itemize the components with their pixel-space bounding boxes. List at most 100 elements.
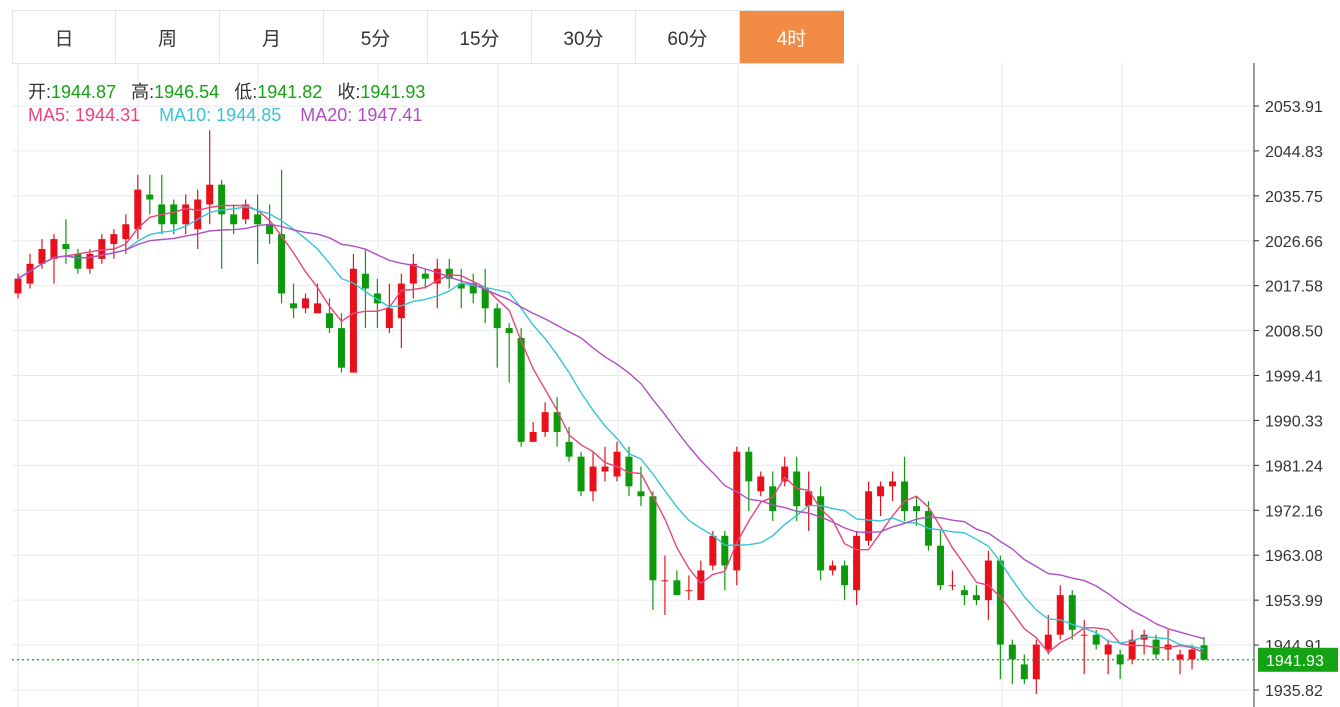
candle-body [841,565,849,586]
y-tick-label: 2017.58 [1265,279,1323,296]
y-tick-label: 2026.66 [1265,234,1323,251]
ma20-legend: MA20: 1947.41 [300,105,423,125]
candle-body [397,283,405,319]
candle-body [26,263,34,284]
high-label: 高: [131,82,155,102]
tab-6[interactable]: 60分 [636,11,740,63]
candle-body [913,506,920,512]
candle-body [541,412,549,432]
candle-body [302,298,310,309]
candle-body [517,337,525,442]
tab-1[interactable]: 周 [116,11,220,63]
candle-body [349,268,357,373]
candle-body [505,328,513,334]
tab-4[interactable]: 15分 [428,11,532,63]
candle-body [38,248,46,264]
candle-body [1056,595,1064,635]
ohlc-readout: 开:1944.87 高:1946.54 低:1941.82 收:1941.93 [28,78,425,104]
candle-body [936,545,944,586]
candle-body [1044,634,1052,650]
tab-5[interactable]: 30分 [532,11,636,63]
candle-body [421,273,429,279]
candle-body [805,491,813,507]
candle-body [984,560,992,601]
tab-0[interactable]: 日 [12,11,116,63]
candle-body [1008,644,1016,660]
candle-body [901,481,909,512]
candle-body [829,565,837,571]
candle-body [1092,634,1100,645]
candle-body [996,560,1004,645]
candle-body [565,441,573,457]
ma5-line [17,204,1205,654]
candle-body [1068,595,1076,630]
y-tick-label: 1999.41 [1265,369,1323,386]
candle-body [433,268,441,284]
candle-body [589,466,597,492]
candle-body [757,476,765,492]
candle-body [493,308,501,329]
ma5-legend: MA5: 1944.31 [28,105,141,125]
y-tick-label: 1981.24 [1265,458,1323,475]
candle-body [194,199,202,230]
y-tick-label: 2053.91 [1265,99,1323,116]
candle-body [529,431,537,442]
candle-body [110,234,118,245]
candle-body [457,283,465,289]
candle-body [14,278,22,294]
candle-body [745,451,753,482]
candle-body [325,313,333,329]
candle-body [170,204,178,225]
candle-body [1020,664,1028,680]
candle-body [709,535,717,566]
candle-body [1176,654,1184,660]
y-tick-label: 1935.82 [1265,683,1323,700]
candle-body [972,595,980,601]
y-tick-label: 2035.75 [1265,189,1323,206]
candle-body [98,239,106,259]
tab-7[interactable]: 4时 [740,11,844,63]
candle-body [242,204,250,220]
candle-body [948,585,956,587]
candle-body [865,491,873,541]
tab-3[interactable]: 5分 [324,11,428,63]
candle-body [661,580,669,582]
y-tick-label: 1953.99 [1265,593,1323,610]
last-price-label: 1941.93 [1266,653,1324,670]
candle-body [385,308,393,329]
candle-body [733,451,741,571]
candle-body [853,535,861,591]
timeframe-tabs: 日周月 5分 15分 30分 60分 4时 [12,10,844,64]
candle-body [1128,639,1136,660]
candle-body [601,466,609,472]
candle-body [1032,644,1040,680]
candle-body [290,303,298,309]
candle-body [637,491,645,497]
tab-2[interactable]: 月 [220,11,324,63]
y-tick-label: 2044.83 [1265,144,1323,161]
candlestick-chart: 2053.91 2044.83 2035.75 2026.66 2017.58 2008.… [12,63,1340,707]
candle-body [781,466,789,482]
candle-body [230,214,238,225]
last-price-tag [1258,647,1338,672]
candle-body [254,214,262,225]
y-tick-label: 1963.08 [1265,548,1323,565]
candle-body [625,456,633,487]
candle-body [889,481,897,487]
candle-body [314,303,321,314]
candle-body [361,273,369,289]
candle-body [469,283,477,294]
candle-body [553,412,561,432]
candle-body [206,184,214,205]
candle-body [218,184,226,215]
low-value: 1941.82 [257,82,323,102]
candle-body [122,224,130,240]
candle-body [960,590,968,596]
candle-body [86,253,94,269]
y-tick-label: 1972.16 [1265,503,1323,520]
close-label: 收: [337,82,361,102]
ma20-line [17,223,1205,640]
candle-body [1116,654,1124,665]
candle-body [337,328,345,368]
candle-body [649,496,657,581]
